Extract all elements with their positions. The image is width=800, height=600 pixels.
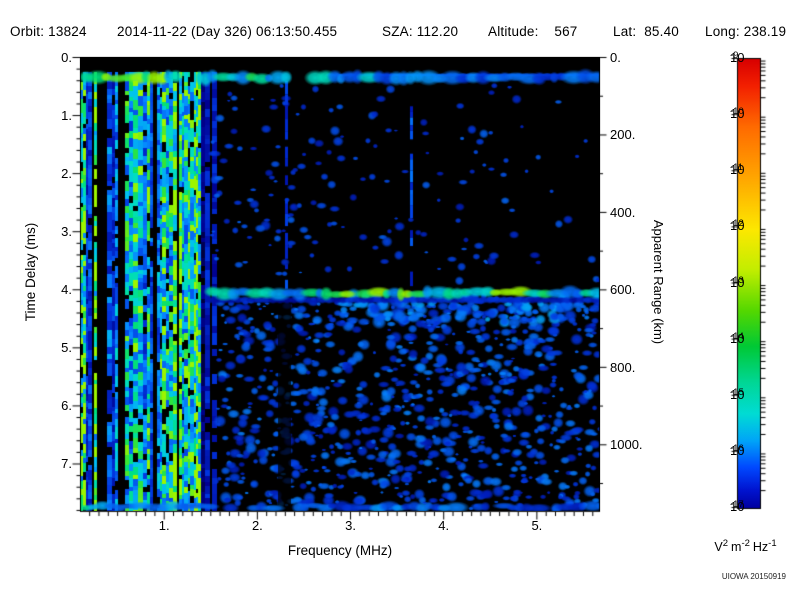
colorbar-tick-base: 10	[730, 330, 745, 346]
colorbar-unit-label: V2 m-2 Hz-1	[695, 538, 799, 554]
y-right-tick-label: 0.	[610, 50, 621, 65]
unit-part: Hz-1	[752, 538, 777, 555]
y-left-tick-label: 4.	[61, 282, 72, 298]
y-left-tick-label: 6.	[61, 398, 72, 414]
colorbar-tick-base: 10	[730, 50, 745, 65]
colorbar-tick-base: 10	[730, 442, 745, 458]
y-left-tick-label: 0.	[61, 50, 72, 65]
y-right-tick-label: 1000.	[610, 437, 643, 453]
y-left-tick-label: 2.	[61, 166, 72, 182]
colorbar-tick-exponent: -10	[730, 106, 744, 118]
y-axis-right-title: Apparent Range (km)	[651, 219, 666, 345]
unit-part: V2	[714, 538, 729, 555]
y-right-tick-label: 800.	[610, 359, 636, 375]
colorbar-tick-exponent: -15	[730, 386, 744, 398]
colorbar-tick-exponent: -17	[730, 499, 744, 510]
x-tick-label: 2.	[251, 518, 263, 533]
colorbar-tick-base: 10	[730, 218, 745, 234]
y-axis-left-title: Time Delay (ms)	[23, 222, 38, 322]
colorbar-tick-exponent: -16	[730, 442, 744, 454]
y-left-tick-label: 5.	[61, 340, 72, 356]
y-right-tick-label: 200.	[610, 127, 636, 143]
y-right-tick-label: 400.	[610, 204, 636, 220]
x-axis-title: Frequency (MHz)	[287, 543, 393, 558]
colorbar-tick-base: 10	[730, 162, 745, 178]
colorbar-tick-base: 10	[730, 274, 745, 290]
colorbar-tick-exponent: -12	[730, 218, 744, 230]
y-right-tick-label: 600.	[610, 282, 636, 298]
colorbar-tick-base: 10	[730, 386, 745, 402]
x-tick-label: 3.	[345, 518, 356, 533]
colorbar-tick-exponent: -13	[730, 274, 744, 286]
unit-part: m-2	[731, 538, 750, 555]
colorbar-tick-exponent: -14	[730, 330, 744, 342]
y-left-tick-label: 7.	[61, 456, 72, 472]
x-tick-label: 1.	[158, 518, 170, 533]
x-tick-label: 5.	[531, 518, 543, 533]
x-tick-label: 4.	[438, 518, 450, 533]
credit-text: UIOWA 20150919	[721, 572, 786, 581]
y-left-tick-label: 3.	[61, 224, 72, 240]
y-left-tick-label: 1.	[61, 108, 72, 124]
colorbar-tick-exponent: -11	[730, 162, 744, 174]
colorbar-tick-base: 10	[730, 106, 745, 122]
colorbar-tick-exponent: -9	[730, 50, 739, 61]
colorbar-tick-base: 10	[730, 499, 745, 514]
